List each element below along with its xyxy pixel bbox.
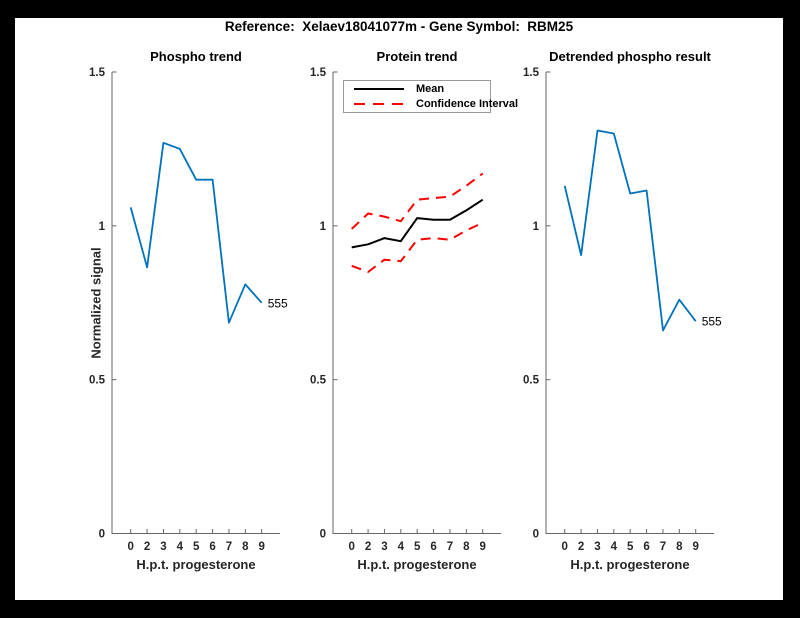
detrended-phospho-end-label: 555 <box>702 315 722 329</box>
x-tick-label: 0 <box>127 541 133 553</box>
plot3-x-axis-label: H.p.t. progesterone <box>570 557 690 572</box>
legend-mean-line-sample <box>354 88 404 90</box>
legend-label-mean: Mean <box>416 83 445 95</box>
x-tick-label: 5 <box>627 541 634 553</box>
x-tick-label: 9 <box>479 541 485 553</box>
x-tick-label: 3 <box>594 541 600 553</box>
y-tick-label: 1.5 <box>89 67 106 79</box>
figure-title: Reference: Xelaev18041077m - Gene Symbol… <box>224 19 574 34</box>
x-tick-label: 5 <box>193 541 200 553</box>
detrended-phospho-axes <box>545 72 714 534</box>
x-tick-label: 2 <box>365 541 371 553</box>
x-tick-label: 6 <box>430 541 436 553</box>
x-tick-label: 6 <box>209 541 215 553</box>
protein-trend-series-2 <box>351 198 484 249</box>
x-tick-label: 4 <box>177 541 184 553</box>
x-tick-label: 8 <box>463 541 470 553</box>
phospho-trend-axes <box>111 72 280 534</box>
x-tick-label: 8 <box>676 541 683 553</box>
y-tick-label: 0.5 <box>523 375 540 387</box>
x-tick-label: 0 <box>348 541 354 553</box>
x-tick-label: 9 <box>258 541 264 553</box>
legend-item-mean: Mean <box>344 82 490 96</box>
x-tick-label: 4 <box>398 541 405 553</box>
x-tick-label: 3 <box>160 541 166 553</box>
y-tick-label: 1 <box>320 221 327 233</box>
legend-label-ci: Confidence Interval <box>416 98 519 110</box>
y-tick-label: 0.5 <box>310 375 327 387</box>
x-tick-label: 0 <box>561 541 567 553</box>
plot1-title: Phospho trend <box>150 49 242 64</box>
plot1-x-axis-label: H.p.t. progesterone <box>136 557 256 572</box>
x-tick-label: 9 <box>692 541 698 553</box>
x-tick-label: 8 <box>242 541 249 553</box>
figure-surface <box>15 18 783 600</box>
y-tick-label: 0 <box>99 529 105 541</box>
legend-ci-line-sample <box>354 103 404 105</box>
y-tick-label: 1 <box>99 221 106 233</box>
plot3-title: Detrended phospho result <box>549 49 711 64</box>
y-tick-label: 1.5 <box>523 67 540 79</box>
x-tick-label: 6 <box>643 541 649 553</box>
x-tick-label: 5 <box>414 541 421 553</box>
x-tick-label: 3 <box>381 541 387 553</box>
protein-trend-series-1 <box>351 221 484 273</box>
legend-item-confidence-interval: Confidence Interval <box>344 97 518 111</box>
y-tick-label: 1 <box>533 221 540 233</box>
y-tick-label: 0 <box>533 529 539 541</box>
phospho-trend-end-label: 555 <box>268 296 288 310</box>
x-tick-label: 4 <box>611 541 618 553</box>
detrended-phospho-series-0 <box>563 129 697 332</box>
x-tick-label: 7 <box>660 541 666 553</box>
plot2-title: Protein trend <box>376 49 458 64</box>
legend: Mean Confidence Interval <box>343 80 518 113</box>
protein-trend-axes <box>332 72 501 534</box>
x-tick-label: 7 <box>226 541 232 553</box>
y-tick-label: 0.5 <box>89 375 106 387</box>
protein-trend-series-0 <box>351 172 484 230</box>
y-tick-label: 0 <box>320 529 326 541</box>
x-tick-label: 2 <box>144 541 150 553</box>
x-tick-label: 7 <box>447 541 453 553</box>
x-tick-label: 2 <box>578 541 584 553</box>
y-tick-label: 1.5 <box>310 67 327 79</box>
phospho-trend-series-0 <box>129 141 263 324</box>
plot2-x-axis-label: H.p.t. progesterone <box>357 557 477 572</box>
